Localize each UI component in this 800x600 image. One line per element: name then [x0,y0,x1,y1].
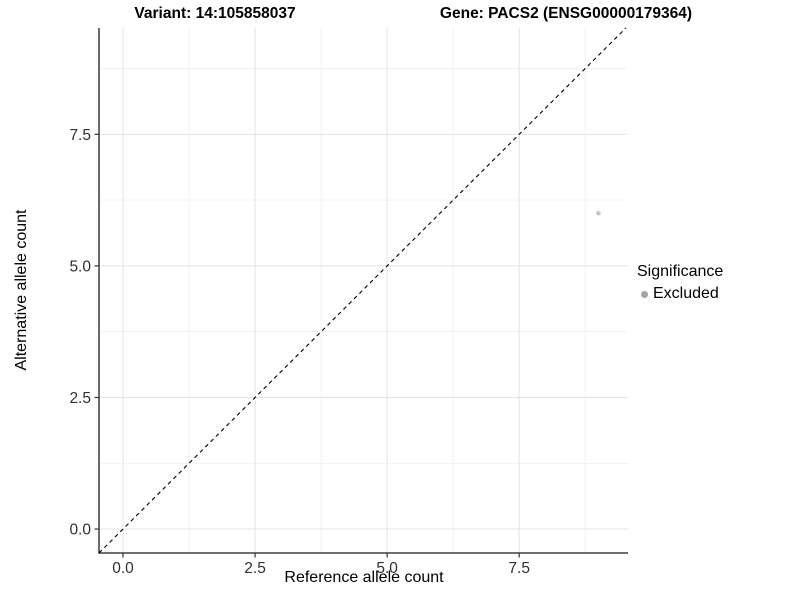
plot-title-variant: Variant: 14:105858037 [134,5,296,22]
legend-title: Significance [637,263,724,280]
y-tick-label: 0.0 [69,522,91,539]
x-axis-title: Reference allele count [284,569,444,586]
data-point [596,210,601,216]
y-axis-title: Alternative allele count [13,209,30,371]
x-tick-label: 2.5 [244,560,266,577]
x-tick-label: 7.5 [508,560,530,577]
plot-title-gene: Gene: PACS2 (ENSG00000179364) [439,5,693,22]
y-tick-label: 2.5 [69,390,91,407]
y-tick-label: 5.0 [69,258,91,275]
legend-item-label: Excluded [653,285,719,302]
identity-dashed-line [98,27,627,554]
legend-item-excluded: Excluded [637,285,723,303]
legend: Significance Excluded [637,263,723,303]
x-tick-label: 0.0 [112,560,134,577]
legend-point-icon [641,290,648,298]
y-tick-label: 7.5 [69,127,91,144]
x-tick-label: 5.0 [376,560,398,577]
